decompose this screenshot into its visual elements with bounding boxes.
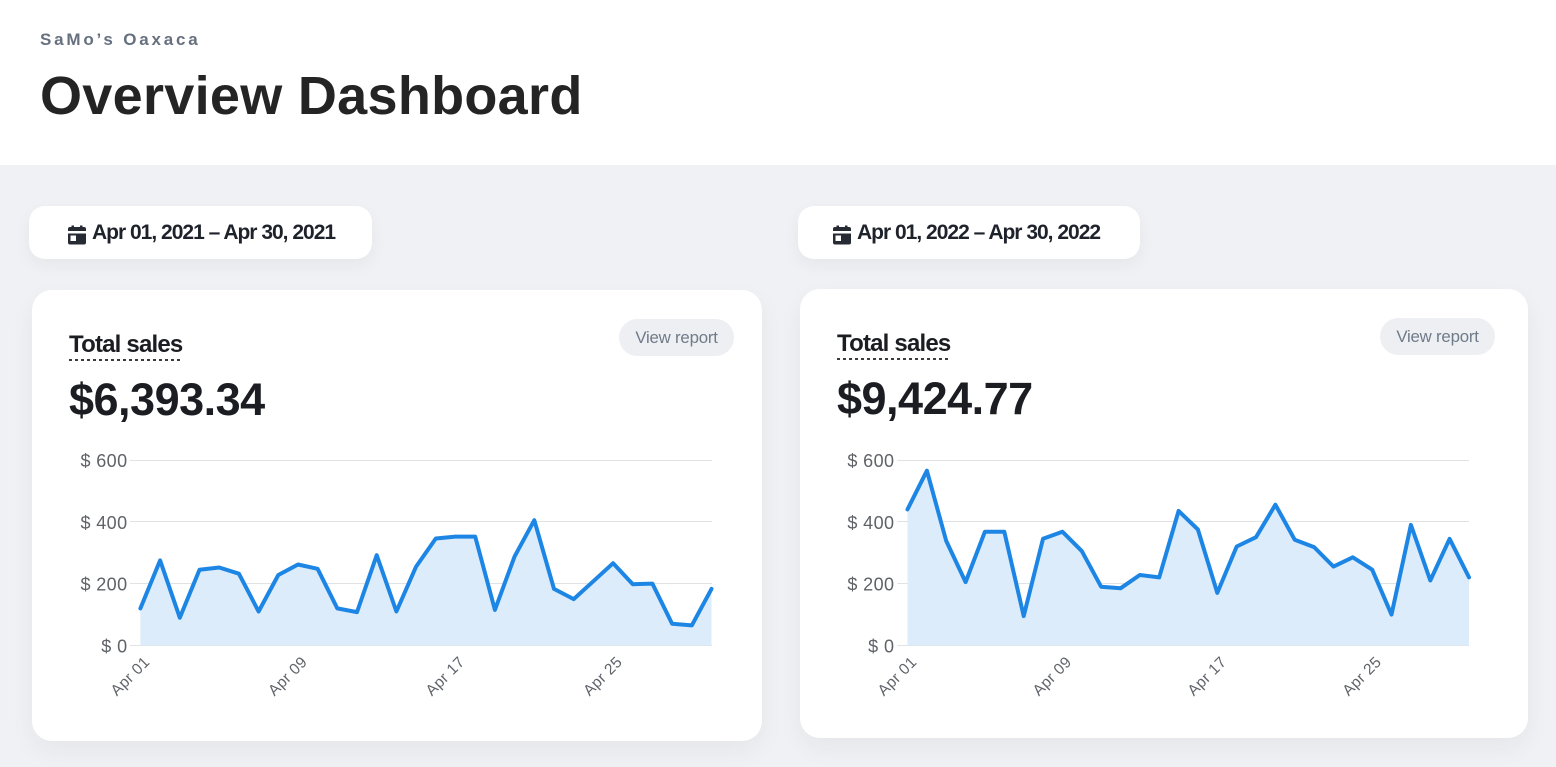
svg-text:$ 400: $ 400: [847, 513, 894, 533]
svg-text:Apr 01: Apr 01: [108, 654, 154, 700]
svg-text:$ 0: $ 0: [101, 637, 127, 657]
svg-text:$ 200: $ 200: [847, 575, 894, 595]
svg-text:Apr 17: Apr 17: [423, 654, 469, 700]
svg-text:Apr 17: Apr 17: [1185, 654, 1231, 700]
svg-text:Apr 25: Apr 25: [1339, 654, 1385, 700]
svg-text:Apr 01: Apr 01: [875, 654, 921, 700]
svg-text:$ 400: $ 400: [80, 513, 127, 533]
svg-text:$ 0: $ 0: [868, 637, 894, 657]
svg-text:$ 600: $ 600: [847, 451, 894, 471]
svg-text:Apr 09: Apr 09: [265, 654, 311, 700]
svg-text:$ 600: $ 600: [80, 451, 127, 471]
svg-text:Apr 09: Apr 09: [1030, 654, 1076, 700]
svg-text:Apr 25: Apr 25: [580, 654, 626, 700]
svg-text:$ 200: $ 200: [80, 575, 127, 595]
